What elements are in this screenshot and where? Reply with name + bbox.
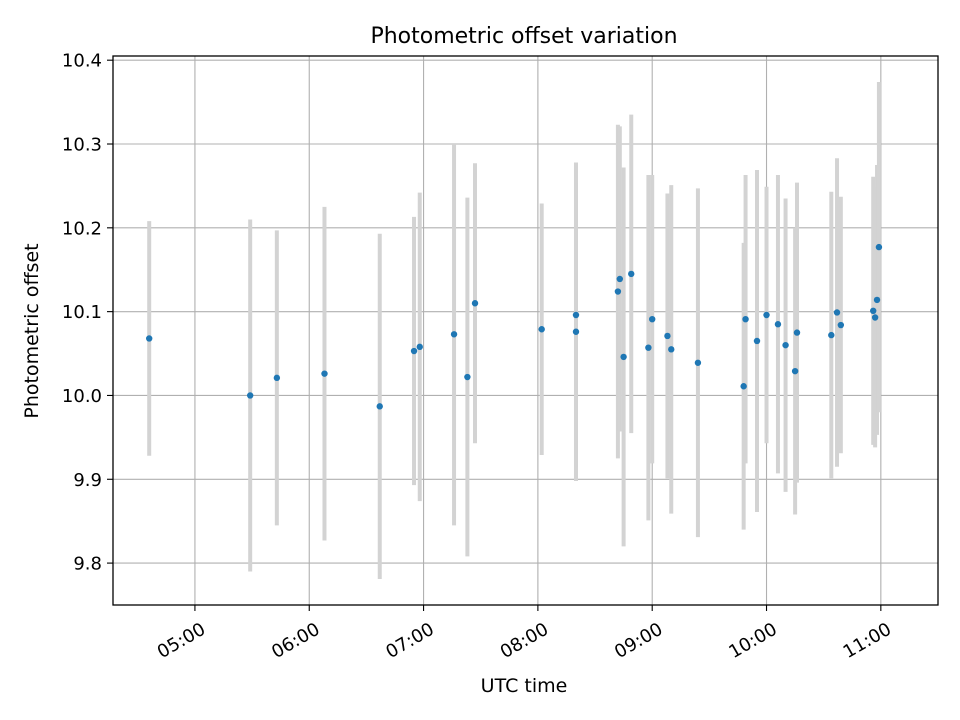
- data-point: [753, 337, 761, 345]
- data-point: [464, 373, 471, 381]
- data-point: [572, 328, 580, 335]
- data-point: [793, 329, 801, 336]
- data-point: [870, 307, 877, 315]
- data-point: [246, 392, 254, 399]
- y-tick-label: 10.2: [62, 218, 102, 239]
- data-point: [628, 270, 635, 278]
- data-point: [645, 344, 652, 351]
- data-point: [873, 296, 881, 304]
- data-point: [410, 347, 418, 355]
- x-axis-title: UTC time: [481, 675, 568, 697]
- data-point: [572, 311, 580, 319]
- data-point: [321, 370, 328, 377]
- data-point: [837, 321, 845, 329]
- data-point: [376, 403, 383, 410]
- data-point: [538, 326, 545, 333]
- data-point: [782, 341, 789, 349]
- data-point: [740, 383, 747, 390]
- y-axis-title: Photometric offset: [21, 243, 43, 418]
- y-tick-label: 10.0: [62, 386, 102, 407]
- y-tick-label: 10.1: [62, 302, 102, 323]
- data-point: [668, 346, 675, 353]
- data-point: [742, 315, 749, 323]
- data-point: [694, 359, 702, 366]
- data-point: [664, 332, 671, 340]
- data-point: [273, 374, 281, 382]
- data-point: [763, 311, 770, 319]
- data-points: [146, 243, 883, 410]
- y-tick-label: 9.9: [73, 470, 102, 491]
- data-point: [875, 243, 883, 251]
- chart-title: Photometric offset variation: [370, 24, 677, 49]
- data-point: [649, 315, 656, 323]
- data-point: [614, 288, 622, 295]
- plot-area-frame: [112, 55, 939, 606]
- data-point: [471, 300, 479, 307]
- data-point: [774, 321, 782, 328]
- data-point: [871, 314, 879, 321]
- data-point: [616, 275, 624, 283]
- data-point: [791, 367, 799, 375]
- data-point: [416, 343, 423, 351]
- y-tick-label: 10.4: [62, 51, 102, 72]
- y-tick-label: 9.8: [73, 554, 102, 575]
- y-tick-label: 10.3: [62, 135, 102, 156]
- data-point: [450, 331, 458, 338]
- data-point: [146, 335, 153, 342]
- data-point: [620, 353, 627, 361]
- data-point: [833, 309, 841, 316]
- data-point: [828, 331, 835, 339]
